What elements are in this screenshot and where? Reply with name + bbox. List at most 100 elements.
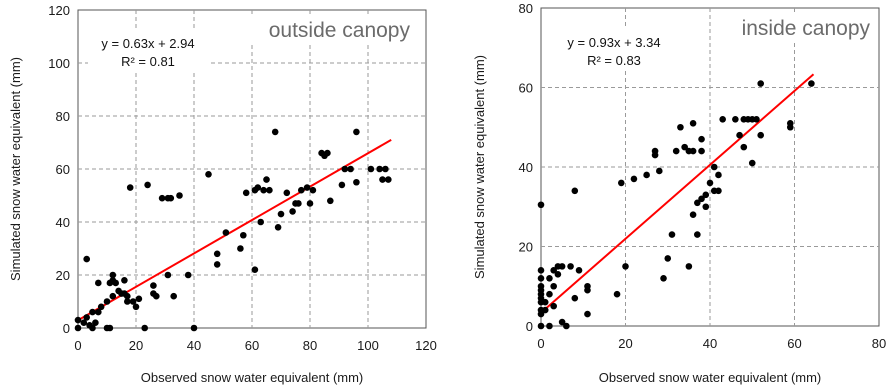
data-point [706, 179, 714, 187]
data-point [106, 324, 114, 332]
data-point [167, 194, 175, 202]
y-tick-label: 100 [48, 56, 70, 71]
data-point [135, 295, 143, 303]
data-point [295, 200, 302, 207]
data-point [121, 277, 128, 284]
data-point [109, 292, 117, 300]
y-axis-label: Simulated snow water equivalent (mm) [472, 55, 487, 279]
data-point [277, 210, 285, 218]
data-point [341, 165, 349, 173]
data-point [289, 208, 296, 215]
data-point [97, 303, 105, 311]
data-point [643, 171, 650, 179]
data-point [689, 147, 697, 155]
x-tick-label: 80 [872, 336, 886, 351]
data-point [550, 267, 557, 274]
x-axis-label: Observed snow water equivalent (mm) [141, 370, 364, 385]
data-point [274, 224, 282, 231]
data-point [702, 191, 710, 199]
y-axis-label: Simulated snow water equivalent (mm) [8, 57, 23, 281]
equation-box [553, 28, 675, 68]
data-point [283, 189, 291, 197]
data-point [571, 294, 579, 302]
data-point [660, 275, 667, 282]
title-box [250, 14, 420, 44]
data-point [176, 192, 183, 199]
data-point [144, 181, 151, 189]
data-point [74, 324, 82, 332]
data-point [672, 147, 680, 155]
data-point [126, 184, 134, 191]
data-point [584, 286, 591, 294]
data-point [74, 316, 82, 324]
data-point [242, 189, 250, 197]
data-point [129, 298, 137, 305]
data-point [237, 245, 244, 252]
data-point [546, 290, 553, 298]
data-point [251, 266, 259, 274]
data-point [537, 267, 545, 274]
data-point [132, 303, 140, 311]
y-tick-label: 40 [519, 160, 533, 175]
x-tick-label: 60 [787, 336, 801, 351]
data-point [537, 322, 545, 330]
data-point [95, 279, 102, 287]
trendline [77, 139, 392, 322]
data-point [153, 292, 160, 300]
data-point [184, 271, 192, 279]
data-point [89, 308, 96, 316]
data-point [584, 310, 591, 318]
y-tick-label: 120 [48, 3, 70, 18]
data-point [327, 197, 334, 205]
chart-outside-canopy: 0 20 40 60 80 100 120 0 20 40 60 80 100 120 y = 0.63… [8, 3, 437, 385]
chart-title: inside canopy [742, 17, 871, 40]
data-point [736, 131, 743, 139]
x-tick-label: 100 [357, 338, 379, 353]
chart-title: outside canopy [269, 19, 411, 42]
data-point [260, 186, 267, 194]
data-point [698, 147, 705, 155]
y-tick-label: 80 [56, 109, 70, 124]
data-point [205, 171, 212, 178]
data-point [808, 80, 815, 87]
data-point [668, 231, 676, 238]
x-tick-label: 0 [537, 336, 544, 351]
x-tick-label: 40 [187, 338, 201, 353]
data-point [681, 143, 688, 151]
data-point [685, 263, 693, 270]
data-point [382, 165, 389, 173]
data-point [571, 187, 579, 195]
data-point [254, 184, 262, 191]
chart-inside-canopy: 0 20 40 60 80 0 20 40 60 80 y = 0.93x + 3.34 R² … [472, 1, 886, 385]
data-point [164, 271, 172, 279]
data-point [83, 255, 90, 263]
data-point [338, 181, 346, 189]
data-point [213, 261, 221, 268]
data-point [748, 159, 756, 167]
data-point [537, 201, 545, 209]
data-point [367, 165, 375, 173]
y-tick-label: 20 [56, 268, 70, 283]
data-point [651, 151, 659, 159]
data-point [379, 176, 386, 183]
y-tick-label: 40 [56, 215, 70, 230]
x-tick-label: 120 [415, 338, 437, 353]
data-point [786, 119, 794, 127]
data-point [689, 211, 697, 218]
data-point [740, 143, 748, 151]
data-point [353, 128, 360, 136]
data-point [306, 200, 314, 207]
data-point [385, 176, 392, 183]
data-point [324, 149, 331, 157]
data-point [170, 292, 177, 300]
y-tick-label: 60 [56, 162, 70, 177]
data-point [303, 184, 311, 191]
x-axis-label: Observed snow water equivalent (mm) [599, 370, 822, 385]
y-tick-label: 20 [519, 240, 533, 255]
data-point [567, 263, 574, 270]
data-point [732, 116, 739, 123]
data-point [124, 292, 131, 300]
data-point [546, 275, 553, 282]
y-tick-label: 80 [519, 1, 533, 16]
